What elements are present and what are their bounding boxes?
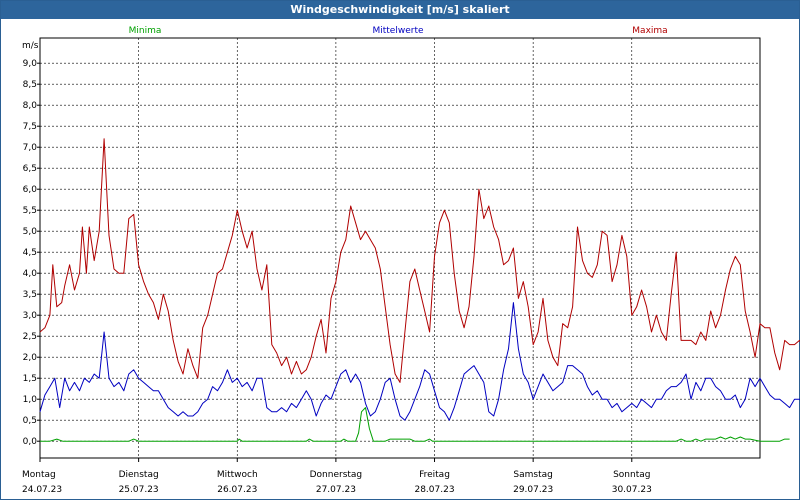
x-tick-date: 27.07.23 (316, 485, 356, 495)
x-tick-day: Montag (22, 470, 56, 480)
y-tick-label: 1,5 (23, 374, 37, 384)
legend: Minima Mittelwerte Maxima (129, 26, 668, 36)
chart-title: Windgeschwindigkeit [m/s] skaliert (1, 1, 799, 19)
y-tick-label: 7,5 (23, 122, 37, 132)
y-tick-label: 3,5 (23, 290, 37, 300)
series-line (40, 407, 790, 442)
x-tick-date: 25.07.23 (119, 485, 159, 495)
legend-entry: Minima (129, 26, 162, 36)
legend-entry: Mittelwerte (372, 26, 423, 36)
x-tick-date: 29.07.23 (513, 485, 553, 495)
y-tick-label: 8,5 (23, 80, 37, 90)
x-tick-day: Donnerstag (310, 470, 363, 480)
x-tick-date: 28.07.23 (414, 485, 454, 495)
y-tick-label: 0,5 (23, 416, 37, 426)
y-tick-label: 9,0 (23, 59, 38, 69)
series-line (39, 302, 800, 421)
x-tick-day: Dienstag (119, 470, 159, 480)
y-tick-label: 5,5 (23, 206, 37, 216)
y-tick-label: 6,5 (23, 164, 37, 174)
y-tick-label: 7,0 (23, 143, 38, 153)
y-tick-label: 5,0 (23, 227, 38, 237)
y-tick-label: 8,0 (23, 101, 38, 111)
y-tick-label: 6,0 (23, 185, 38, 195)
y-tick-label: 2,0 (23, 353, 38, 363)
x-tick-date: 30.07.23 (612, 485, 652, 495)
legend-entry: Maxima (632, 26, 667, 36)
x-tick-day: Sonntag (613, 470, 650, 480)
plot-area (39, 37, 761, 459)
y-tick-label: 4,5 (23, 248, 37, 258)
y-tick-label: 4,0 (23, 269, 38, 279)
x-tick-date: 26.07.23 (217, 485, 257, 495)
y-tick-label: 1,0 (23, 395, 38, 405)
y-axis: 0,0 0,5 1,0 1,5 2,0 2,5 3,0 3,5 4,0 4,5 5,0 5,5 6,0 6… (22, 41, 40, 447)
y-tick-label: 2,5 (23, 332, 37, 342)
series-lines (39, 138, 800, 442)
x-axis: Montag 24.07.23 Dienstag 25.07.23 Mittwoch 26… (22, 458, 652, 495)
x-tick-day: Mittwoch (217, 470, 258, 480)
series-line (39, 138, 800, 383)
x-tick-date: 24.07.23 (22, 485, 62, 495)
y-tick-label: 3,0 (23, 311, 38, 321)
x-tick-day: Freitag (419, 470, 450, 480)
y-tick-label: 0,0 (23, 437, 38, 447)
y-axis-label: m/s (22, 41, 39, 51)
x-tick-day: Samstag (513, 470, 552, 480)
